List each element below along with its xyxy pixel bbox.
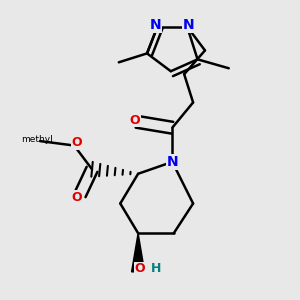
Text: N: N: [167, 155, 178, 169]
Text: O: O: [134, 262, 145, 275]
Text: H: H: [151, 262, 161, 275]
Text: N: N: [183, 18, 194, 32]
Text: O: O: [72, 136, 83, 149]
Text: N: N: [150, 18, 162, 32]
Polygon shape: [132, 233, 145, 272]
Text: O: O: [72, 191, 83, 204]
Text: O: O: [130, 114, 140, 127]
Text: methyl: methyl: [21, 135, 53, 144]
